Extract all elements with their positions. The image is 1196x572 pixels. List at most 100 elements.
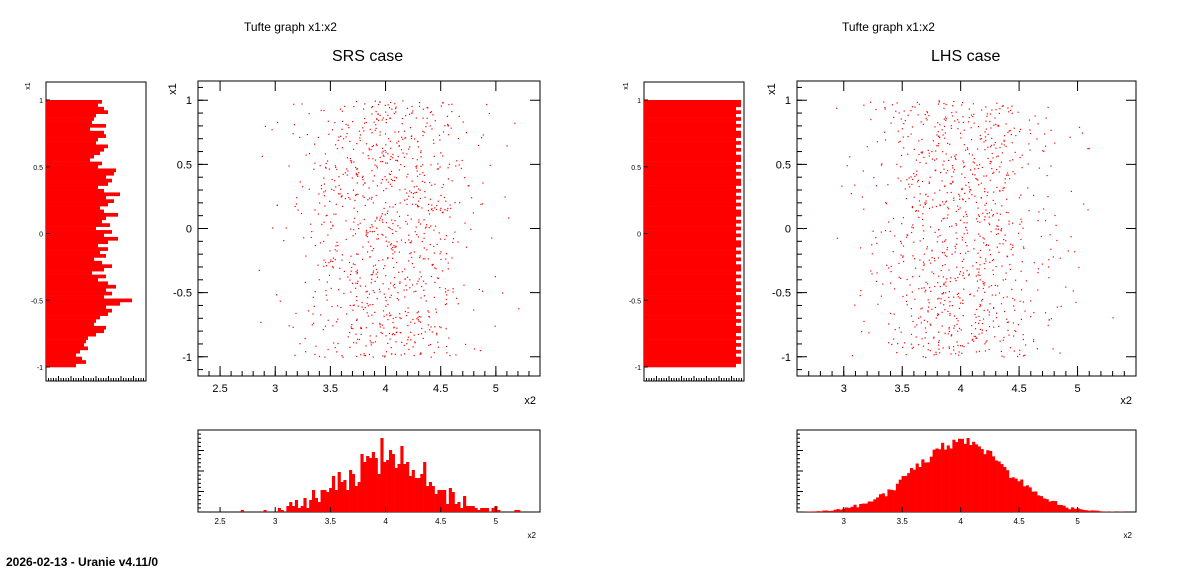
srs-scatter-point <box>359 222 361 224</box>
lhs-scatter-point <box>943 283 945 286</box>
lhs-scatter-point <box>868 332 870 334</box>
srs-scatter-point <box>434 326 436 328</box>
srs-scatter-point <box>330 287 332 289</box>
srs-scatter-point <box>445 200 447 202</box>
lhs-scatter-point <box>871 273 873 275</box>
srs-scatter-y-tick-label: 1 <box>186 95 192 107</box>
srs-scatter-point <box>424 181 426 184</box>
lhs-scatter-point <box>957 292 960 294</box>
lhs-scatter-point <box>1030 316 1032 318</box>
lhs-scatter-point <box>946 249 948 251</box>
srs-scatter-point <box>323 177 325 179</box>
srs-scatter-point <box>293 124 295 126</box>
lhs-scatter-point <box>951 115 954 117</box>
srs-scatter-point <box>419 271 421 273</box>
srs-scatter-point <box>408 148 410 150</box>
srs-scatter-point <box>295 203 297 205</box>
srs-scatter-point <box>353 217 356 219</box>
srs-scatter-point <box>408 234 410 236</box>
lhs-scatter-point <box>897 130 899 132</box>
lhs-scatter-point <box>973 295 975 297</box>
srs-scatter-point <box>366 233 368 235</box>
srs-scatter-point <box>397 160 399 162</box>
lhs-scatter-point <box>952 105 954 107</box>
lhs-x1-hist-bar <box>644 216 736 221</box>
lhs-scatter-point <box>902 346 904 348</box>
lhs-scatter-point <box>981 332 983 334</box>
lhs-scatter-point <box>912 320 914 323</box>
lhs-scatter-point <box>886 264 888 266</box>
srs-scatter-point <box>350 291 352 293</box>
srs-scatter-point <box>413 291 415 293</box>
lhs-x1-hist-bar <box>644 182 741 186</box>
srs-scatter-point <box>279 300 281 302</box>
srs-scatter-point <box>418 188 420 190</box>
srs-scatter-point <box>394 103 396 105</box>
srs-scatter-point <box>370 149 372 151</box>
lhs-scatter-point <box>948 326 950 329</box>
srs-scatter-point <box>382 154 384 156</box>
lhs-scatter-point <box>999 146 1001 149</box>
lhs-x1-hist-y-tick-label: -1 <box>635 365 641 372</box>
lhs-scatter-point <box>940 298 942 300</box>
srs-scatter-point <box>375 273 377 275</box>
srs-scatter-point <box>467 185 469 187</box>
srs-scatter-point <box>418 200 420 202</box>
srs-scatter-point <box>398 169 400 171</box>
lhs-scatter-point <box>984 191 986 193</box>
srs-x1-hist-bar <box>46 240 108 245</box>
srs-scatter-point <box>362 184 364 186</box>
srs-scatter-point <box>341 128 343 130</box>
srs-x1-hist-bar <box>46 178 112 183</box>
lhs-x1-hist-y-tick-label: 0 <box>637 232 641 239</box>
lhs-scatter-point <box>1011 105 1013 107</box>
srs-scatter-point <box>389 140 391 142</box>
srs-scatter-point <box>378 260 380 262</box>
srs-scatter-point <box>437 163 439 165</box>
srs-scatter-point <box>423 295 426 297</box>
lhs-scatter-point <box>1042 150 1044 152</box>
lhs-scatter-point <box>904 188 906 190</box>
srs-x2-hist-x-tick-label: 3 <box>273 517 278 526</box>
srs-scatter-point <box>442 155 444 157</box>
srs-scatter-point <box>293 103 295 105</box>
srs-scatter-point <box>422 258 424 260</box>
srs-scatter-point <box>420 353 422 355</box>
srs-scatter-point <box>394 246 396 248</box>
lhs-scatter-point <box>928 182 930 184</box>
lhs-scatter-point <box>992 157 994 159</box>
lhs-scatter-point <box>911 205 913 208</box>
lhs-x2-hist-bar <box>833 509 837 512</box>
lhs-scatter-point <box>954 278 956 280</box>
srs-x2-hist-bar <box>280 510 284 512</box>
srs-scatter-point <box>413 251 415 253</box>
lhs-scatter-point <box>904 120 906 122</box>
srs-scatter-point <box>327 160 329 162</box>
srs-x2-hist-bar <box>297 508 301 512</box>
lhs-scatter-point <box>1004 135 1006 137</box>
lhs-scatter-point <box>990 144 993 146</box>
srs-scatter-y-tick-label: -1 <box>182 352 192 364</box>
srs-scatter-point <box>394 131 396 133</box>
lhs-scatter-point <box>1013 127 1015 129</box>
lhs-scatter-point <box>925 200 927 202</box>
lhs-scatter-point <box>956 293 958 295</box>
srs-x2-hist-bar <box>394 468 398 512</box>
lhs-scatter-point <box>943 102 945 105</box>
lhs-scatter-point <box>1022 227 1024 229</box>
lhs-scatter-point <box>982 287 984 290</box>
lhs-scatter-point <box>978 350 981 352</box>
lhs-x1-hist-bar <box>644 291 736 296</box>
srs-scatter-point <box>308 113 310 115</box>
srs-x2-hist-bar <box>357 482 361 512</box>
srs-scatter-point <box>407 173 409 175</box>
srs-scatter-point <box>355 172 357 174</box>
srs-x1-hist-bar <box>46 192 120 197</box>
lhs-scatter-point <box>933 336 935 338</box>
srs-scatter-points <box>258 100 520 358</box>
srs-scatter-point <box>429 344 432 346</box>
lhs-scatter-point <box>910 133 912 135</box>
srs-scatter-point <box>317 264 319 266</box>
lhs-x1-hist-bar <box>644 332 736 337</box>
lhs-x1-hist-bar <box>644 240 741 245</box>
